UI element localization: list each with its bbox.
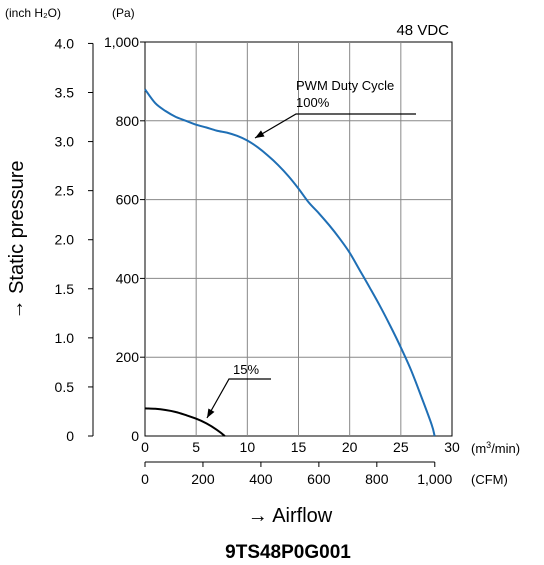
y-unit-right: (Pa) bbox=[112, 6, 135, 20]
series-line-1 bbox=[144, 407, 226, 437]
x-tick-label-m3min: 25 bbox=[393, 439, 409, 455]
x-tick-label-cfm: 400 bbox=[249, 471, 273, 487]
series-label-15: 15% bbox=[233, 362, 259, 377]
x-tick-label-m3min: 10 bbox=[240, 439, 256, 455]
x-axis-label: → Airflow bbox=[248, 505, 333, 527]
leader-15 bbox=[206, 378, 271, 419]
y-tick-label-inh2o: 0 bbox=[66, 428, 74, 444]
x-tick-label-m3min: 5 bbox=[192, 439, 200, 455]
series-line-0 bbox=[144, 88, 436, 437]
y-tick-label-pa: 1,000 bbox=[104, 34, 139, 50]
y-tick-label-pa: 600 bbox=[116, 192, 140, 208]
x-tick-label-cfm: 600 bbox=[307, 471, 331, 487]
series-label-100: PWM Duty Cycle 100% bbox=[296, 78, 398, 110]
y-tick-label-pa: 400 bbox=[116, 270, 140, 286]
y-unit-left: (inch H₂O) bbox=[5, 6, 61, 20]
x-tick-label-m3min: 20 bbox=[342, 439, 358, 455]
x-tick-label-cfm: 200 bbox=[191, 471, 215, 487]
y-axis-label: → Static pressure bbox=[6, 161, 28, 320]
chart-title: 9TS48P0G001 bbox=[225, 542, 351, 563]
y-tick-label-inh2o: 0.5 bbox=[55, 379, 75, 395]
x-tick-label-cfm: 0 bbox=[141, 471, 149, 487]
y-tick-label-inh2o: 3.5 bbox=[55, 85, 75, 101]
corner-label: 48 VDC bbox=[396, 22, 449, 39]
y-tick-label-pa: 200 bbox=[116, 349, 140, 365]
axis-ticks: 02004006008001,00000.51.01.52.02.53.03.5… bbox=[55, 34, 460, 487]
grid bbox=[144, 41, 453, 437]
y-tick-label-pa: 800 bbox=[116, 113, 140, 129]
x-unit-primary: (m3/min) bbox=[471, 440, 520, 456]
x-tick-label-m3min: 15 bbox=[291, 439, 307, 455]
leader-15-arrow bbox=[207, 408, 215, 418]
y-tick-label-pa: 0 bbox=[131, 428, 139, 444]
y-tick-label-inh2o: 3.0 bbox=[55, 134, 75, 150]
x-tick-label-cfm: 800 bbox=[365, 471, 389, 487]
y-tick-label-inh2o: 2.5 bbox=[55, 183, 75, 199]
y-tick-label-inh2o: 1.0 bbox=[55, 330, 75, 346]
x-tick-label-m3min: 0 bbox=[141, 439, 149, 455]
x-tick-label-m3min: 30 bbox=[444, 439, 460, 455]
leader-100-arrow bbox=[255, 130, 265, 138]
callouts bbox=[206, 113, 416, 419]
y-tick-label-inh2o: 1.5 bbox=[55, 281, 75, 297]
y-tick-label-inh2o: 4.0 bbox=[55, 35, 75, 51]
series-layer bbox=[144, 88, 436, 437]
x-unit-secondary: (CFM) bbox=[471, 472, 508, 487]
y-tick-label-inh2o: 2.0 bbox=[55, 232, 75, 248]
x-tick-label-cfm: 1,000 bbox=[417, 471, 452, 487]
leader-100 bbox=[254, 113, 416, 139]
